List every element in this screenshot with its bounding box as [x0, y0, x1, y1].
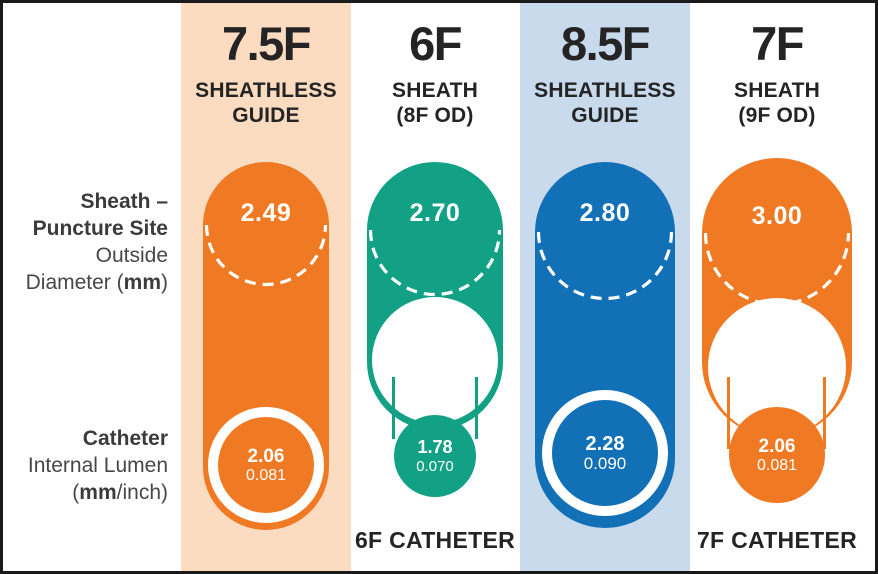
row-label-line: Outside [95, 244, 168, 267]
outside-diameter-value: 2.49 [240, 199, 292, 227]
catheter-wall-line [475, 377, 478, 439]
size-heading-7f: 7F [751, 17, 804, 70]
catheter-wall-line [392, 377, 395, 439]
row-label-line: Internal Lumen [27, 454, 168, 477]
outside-diameter-value: 2.80 [579, 199, 631, 227]
row-label-catheter-internal-lumen: Catheter Internal Lumen (mm/inch) [8, 425, 168, 506]
sheath-cutout-circle [372, 297, 498, 423]
catheter-lumen-circle: 2.06 0.081 [729, 407, 825, 503]
dashed-puncture-circle-icon [703, 232, 851, 307]
catheter-lumen-circle: 2.28 0.090 [542, 390, 668, 516]
row-label-line: Puncture Site [32, 217, 168, 240]
catheter-wall-line [727, 377, 730, 449]
dashed-puncture-circle-icon [204, 224, 328, 287]
catheter-footer-label-7f: 7F CATHETER [696, 527, 858, 553]
row-label-line: Catheter [82, 427, 168, 450]
lumen-mm-value: 2.06 [758, 435, 796, 457]
type-heading-7f: SHEATH (9F OD) [734, 79, 820, 127]
lumen-mm-value: 2.06 [247, 445, 285, 467]
catheter-lumen-circle: 2.06 0.081 [208, 407, 324, 523]
type-heading-8-5f: SHEATHLESS GUIDE [534, 79, 676, 127]
row-label-line: Diameter (mm) [25, 271, 168, 294]
size-heading-7-5f: 7.5F [221, 17, 312, 70]
outside-diameter-value: 2.70 [409, 199, 461, 227]
lumen-inch-value: 0.090 [583, 453, 627, 473]
lumen-mm-value: 2.28 [585, 432, 625, 455]
dashed-puncture-circle-icon [368, 229, 502, 297]
row-label-line: Sheath – [80, 190, 168, 213]
size-heading-8-5f: 8.5F [560, 17, 651, 70]
dashed-puncture-circle-icon [536, 231, 674, 301]
outside-diameter-value: 3.00 [751, 202, 803, 230]
catheter-lumen-circle: 1.78 0.070 [394, 415, 476, 497]
type-heading-7-5f: SHEATHLESS GUIDE [195, 79, 337, 127]
lumen-inch-value: 0.081 [756, 456, 798, 474]
lumen-mm-value: 1.78 [417, 436, 453, 457]
size-heading-6f: 6F [409, 17, 462, 70]
type-heading-6f: SHEATH (8F OD) [392, 79, 478, 127]
row-label-line: (mm/inch) [72, 481, 168, 504]
row-label-sheath-puncture-site: Sheath – Puncture Site Outside Diameter … [8, 188, 168, 296]
lumen-inch-value: 0.081 [245, 466, 287, 484]
catheter-footer-label-6f: 6F CATHETER [354, 527, 516, 553]
catheter-wall-line [823, 377, 826, 449]
lumen-inch-value: 0.070 [416, 457, 454, 475]
